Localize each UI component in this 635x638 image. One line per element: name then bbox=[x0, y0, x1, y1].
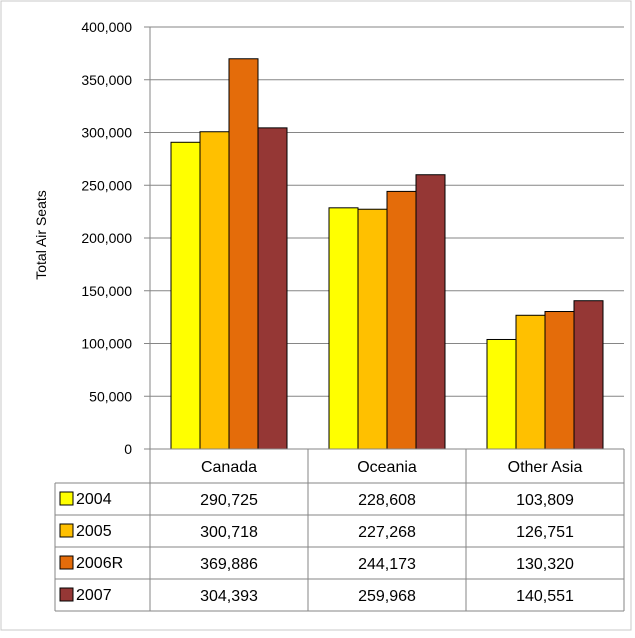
y-axis-ticks: 0 50,000 100,000 150,000 200,000 250,000 300,0… bbox=[81, 19, 150, 457]
legend-swatch bbox=[59, 587, 74, 602]
data-label: 126,751 bbox=[516, 524, 574, 541]
y-tick-label: 400,000 bbox=[81, 19, 132, 35]
legend-swatch bbox=[59, 491, 74, 506]
bar bbox=[170, 141, 201, 450]
y-tick-label: 100,000 bbox=[81, 336, 132, 352]
legend-label: 2007 bbox=[76, 587, 112, 604]
bar bbox=[228, 58, 259, 450]
bar bbox=[357, 208, 388, 450]
bar bbox=[486, 338, 517, 450]
bar bbox=[257, 127, 288, 450]
data-table: Canada Oceania Other Asia 2004 290,725 228,60… bbox=[54, 448, 625, 612]
data-label: 259,968 bbox=[358, 588, 416, 605]
bar bbox=[515, 314, 546, 450]
data-label: 140,551 bbox=[516, 588, 574, 605]
category-label: Canada bbox=[201, 459, 257, 476]
data-label: 369,886 bbox=[200, 556, 258, 573]
y-tick-label: 250,000 bbox=[81, 177, 132, 193]
y-tick-label: 50,000 bbox=[89, 388, 132, 404]
y-tick-label: 300,000 bbox=[81, 125, 132, 141]
data-label: 304,393 bbox=[200, 588, 258, 605]
legend-swatch bbox=[59, 523, 74, 538]
data-label: 227,268 bbox=[358, 524, 416, 541]
y-tick-label: 150,000 bbox=[81, 283, 132, 299]
data-label: 300,718 bbox=[200, 524, 258, 541]
data-label: 130,320 bbox=[516, 556, 574, 573]
bar bbox=[328, 207, 359, 450]
legend-swatch bbox=[59, 555, 74, 570]
bar bbox=[415, 174, 446, 450]
legend-label: 2005 bbox=[76, 523, 112, 540]
bar bbox=[199, 131, 230, 450]
y-tick-label: 0 bbox=[124, 441, 132, 457]
bar bbox=[544, 311, 575, 450]
bars bbox=[170, 58, 604, 450]
y-tick-label: 200,000 bbox=[81, 230, 132, 246]
y-tick-label: 350,000 bbox=[81, 72, 132, 88]
legend-label: 2006R bbox=[76, 555, 123, 572]
data-label: 228,608 bbox=[358, 492, 416, 509]
y-axis-label: Total Air Seats bbox=[33, 190, 49, 280]
data-label: 290,725 bbox=[200, 492, 258, 509]
data-label: 244,173 bbox=[358, 556, 416, 573]
bar bbox=[386, 190, 417, 450]
category-label: Oceania bbox=[357, 459, 417, 476]
category-label: Other Asia bbox=[508, 459, 583, 476]
bar bbox=[573, 300, 604, 450]
data-label: 103,809 bbox=[516, 492, 574, 509]
legend-label: 2004 bbox=[76, 491, 112, 508]
